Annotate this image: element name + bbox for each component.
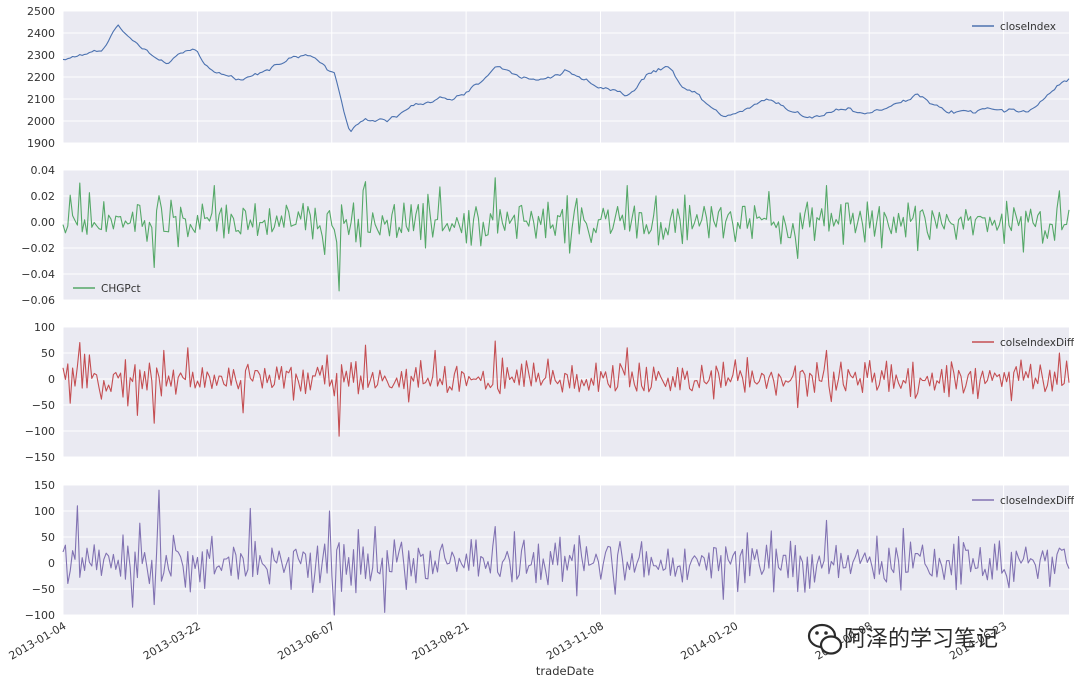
y-tick-label: 2300 xyxy=(27,49,55,62)
y-tick-label: 50 xyxy=(41,347,55,360)
x-tick-label: 2013-08-21 xyxy=(410,619,472,662)
series-line-closeIndexDiff_2 xyxy=(62,489,1070,616)
y-tick-label: 0 xyxy=(48,557,55,570)
y-tick-label: −0.06 xyxy=(21,294,55,307)
y-tick-label: 1900 xyxy=(27,137,55,150)
y-tick-label: 100 xyxy=(34,505,55,518)
y-tick-label: −100 xyxy=(25,609,55,622)
y-tick-label: 0.02 xyxy=(31,190,56,203)
y-tick-label: −150 xyxy=(25,451,55,464)
legend: CHGPct xyxy=(73,283,141,295)
x-axis-label: tradeDate xyxy=(536,664,594,678)
y-tick-label: 2400 xyxy=(27,27,55,40)
y-tick-label: 50 xyxy=(41,531,55,544)
y-tick-label: −0.04 xyxy=(21,268,55,281)
legend-label: CHGPct xyxy=(101,283,141,295)
series-line-CHGPct xyxy=(62,177,1070,292)
watermark: 阿泽的学习笔记 xyxy=(807,623,998,655)
y-tick-label: −0.02 xyxy=(21,242,55,255)
panel-2: 0.04 0.02 0.00 −0.02 −0.04 −0.06 CHGPct xyxy=(21,164,1070,307)
wechat-icon xyxy=(807,623,843,655)
legend-label: closeIndexDiff_2 xyxy=(1000,495,1074,507)
y-tick-label: 2500 xyxy=(27,5,55,18)
panel-background xyxy=(63,327,1069,457)
legend: closeIndex xyxy=(972,21,1056,33)
y-tick-label: 0.00 xyxy=(31,216,56,229)
y-tick-label: 0 xyxy=(48,373,55,386)
y-tick-label: 0.04 xyxy=(31,164,56,177)
x-tick-label: 2013-03-22 xyxy=(141,619,203,662)
series-line-colseIndexDiff_1 xyxy=(62,340,1070,437)
panel-3: 100 50 0 −50 −100 −150 colseIndexDiff_1 xyxy=(25,321,1074,464)
y-tick-label: 2200 xyxy=(27,71,55,84)
legend: closeIndexDiff_2 xyxy=(972,495,1074,507)
watermark-text: 阿泽的学习笔记 xyxy=(844,627,998,652)
panel-4: 150 100 50 0 −50 −100 closeIndexDiff_2 xyxy=(25,479,1074,622)
y-tick-label: 2100 xyxy=(27,93,55,106)
y-tick-label: −100 xyxy=(25,425,55,438)
y-tick-label: 100 xyxy=(34,321,55,334)
legend: colseIndexDiff_1 xyxy=(972,337,1074,349)
y-tick-label: −50 xyxy=(32,583,55,596)
y-tick-label: 150 xyxy=(34,479,55,492)
y-tick-label: 2000 xyxy=(27,115,55,128)
series-line-closeIndex xyxy=(62,24,1070,133)
x-tick-label: 2013-01-04 xyxy=(7,619,69,662)
legend-label: closeIndex xyxy=(1000,21,1056,33)
x-tick-label: 2014-01-20 xyxy=(678,619,740,662)
y-tick-label: −50 xyxy=(32,399,55,412)
x-tick-label: 2013-06-07 xyxy=(275,619,337,662)
panel-1: 2500 2400 2300 2200 2100 2000 1900 closeIndex xyxy=(27,5,1070,150)
panel-background xyxy=(63,170,1069,300)
x-tick-label: 2013-11-08 xyxy=(544,619,606,662)
panel-background xyxy=(63,485,1069,615)
legend-label: colseIndexDiff_1 xyxy=(1000,337,1074,349)
